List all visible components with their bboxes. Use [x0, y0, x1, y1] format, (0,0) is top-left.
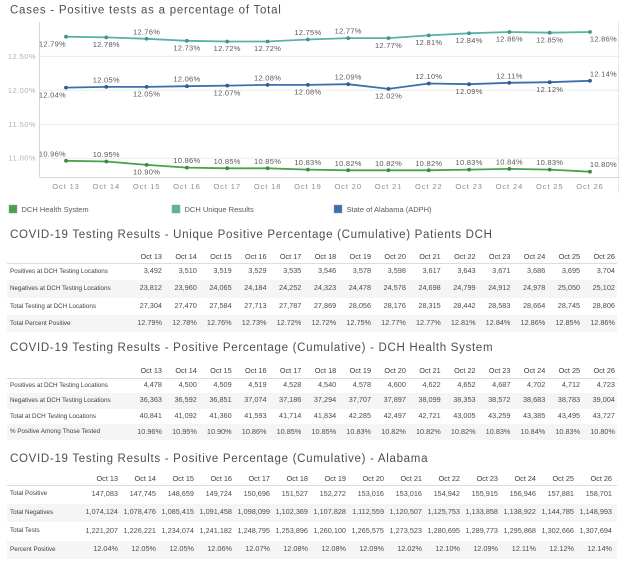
svg-text:11.50%: 11.50% [8, 120, 36, 129]
svg-text:12.73%: 12.73% [173, 44, 200, 53]
svg-text:Oct 13: Oct 13 [52, 182, 80, 191]
svg-text:10.83%: 10.83% [536, 158, 563, 167]
svg-text:10.86%: 10.86% [173, 156, 200, 165]
svg-text:DCH Unique Results: DCH Unique Results [185, 205, 254, 214]
svg-text:12.05%: 12.05% [93, 75, 120, 84]
svg-text:12.81%: 12.81% [415, 38, 442, 47]
svg-text:10.83%: 10.83% [294, 158, 321, 167]
svg-text:Oct 17: Oct 17 [213, 182, 241, 191]
svg-text:12.00%: 12.00% [8, 86, 36, 95]
svg-text:State of Alabama (ADPH): State of Alabama (ADPH) [347, 205, 433, 214]
svg-text:12.10%: 12.10% [415, 72, 442, 81]
svg-text:12.77%: 12.77% [335, 27, 362, 36]
svg-text:12.77%: 12.77% [375, 41, 402, 50]
svg-text:10.82%: 10.82% [335, 159, 362, 168]
svg-text:12.86%: 12.86% [496, 35, 523, 44]
svg-text:12.86%: 12.86% [590, 35, 617, 44]
svg-text:12.78%: 12.78% [93, 40, 120, 49]
svg-text:12.79%: 12.79% [39, 39, 66, 48]
svg-text:12.04%: 12.04% [39, 90, 66, 99]
svg-text:12.05%: 12.05% [133, 90, 160, 99]
svg-text:10.83%: 10.83% [456, 158, 483, 167]
svg-text:Oct 23: Oct 23 [455, 182, 483, 191]
svg-text:12.12%: 12.12% [536, 85, 563, 94]
svg-text:10.82%: 10.82% [375, 159, 402, 168]
svg-text:12.08%: 12.08% [294, 88, 321, 97]
svg-text:10.85%: 10.85% [214, 157, 241, 166]
svg-text:Oct 14: Oct 14 [93, 182, 121, 191]
svg-text:10.82%: 10.82% [415, 159, 442, 168]
svg-text:Oct 26: Oct 26 [576, 182, 604, 191]
svg-text:Oct 24: Oct 24 [496, 182, 524, 191]
svg-text:12.76%: 12.76% [133, 27, 160, 36]
svg-text:Oct 22: Oct 22 [415, 182, 443, 191]
svg-text:12.11%: 12.11% [496, 71, 523, 80]
svg-text:DCH Health System: DCH Health System [22, 205, 89, 214]
svg-text:10.84%: 10.84% [496, 157, 523, 166]
svg-text:Oct 25: Oct 25 [536, 182, 564, 191]
svg-text:Oct 19: Oct 19 [294, 182, 322, 191]
svg-text:11.00%: 11.00% [8, 154, 36, 163]
svg-text:12.07%: 12.07% [214, 88, 241, 97]
svg-text:10.80%: 10.80% [590, 160, 617, 169]
svg-text:12.02%: 12.02% [375, 92, 402, 101]
svg-text:12.14%: 12.14% [590, 69, 617, 78]
svg-text:12.72%: 12.72% [254, 44, 281, 53]
svg-text:12.09%: 12.09% [456, 87, 483, 96]
svg-text:Oct 15: Oct 15 [133, 182, 161, 191]
svg-text:10.95%: 10.95% [93, 150, 120, 159]
svg-text:12.50%: 12.50% [8, 52, 36, 61]
svg-text:12.06%: 12.06% [173, 75, 200, 84]
svg-text:12.75%: 12.75% [294, 28, 321, 37]
svg-text:12.84%: 12.84% [456, 36, 483, 45]
svg-text:12.85%: 12.85% [536, 35, 563, 44]
svg-text:10.96%: 10.96% [39, 149, 66, 158]
svg-text:Cases - Positive tests as a pe: Cases - Positive tests as a percentage o… [10, 5, 282, 17]
svg-text:Oct 16: Oct 16 [173, 182, 201, 191]
svg-text:Oct 18: Oct 18 [254, 182, 282, 191]
svg-text:10.85%: 10.85% [254, 157, 281, 166]
svg-text:Oct 21: Oct 21 [375, 182, 403, 191]
svg-text:12.09%: 12.09% [335, 73, 362, 82]
svg-text:12.08%: 12.08% [254, 73, 281, 82]
svg-text:12.72%: 12.72% [214, 44, 241, 53]
svg-text:Oct 20: Oct 20 [334, 182, 362, 191]
svg-text:10.90%: 10.90% [133, 168, 160, 177]
